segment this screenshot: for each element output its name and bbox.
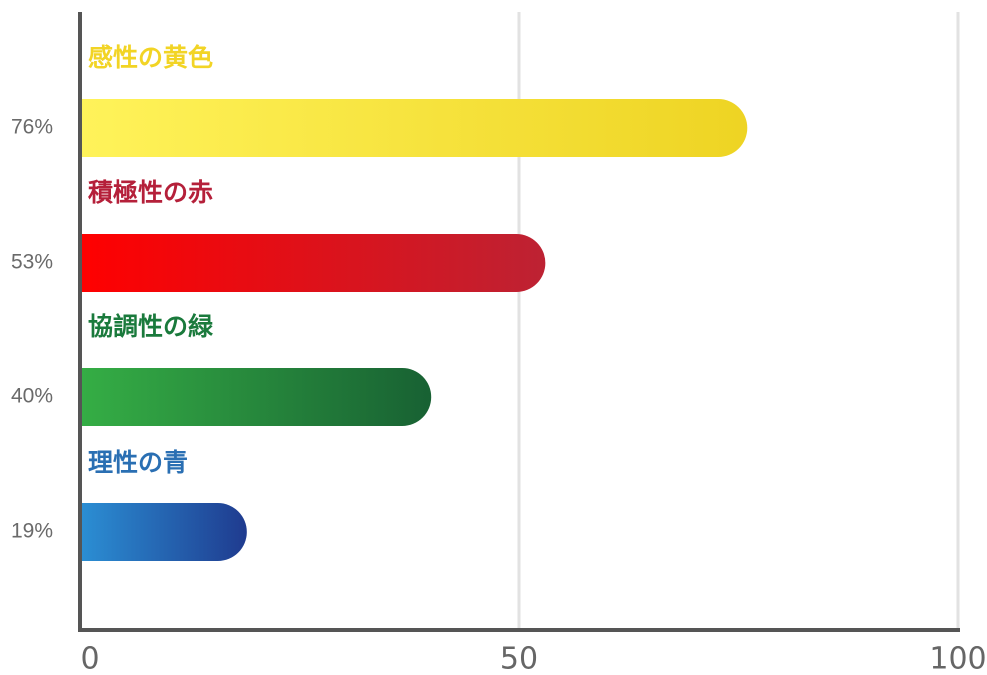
axes: 0 50 100 <box>78 12 987 675</box>
x-tick-label-0: 0 <box>80 642 99 675</box>
bar-1 <box>80 99 748 157</box>
x-tick-label-100: 100 <box>929 642 986 675</box>
bar-3 <box>80 368 432 426</box>
category-label-3: 協調性の緑 <box>88 312 214 341</box>
value-label-3: 40% <box>11 385 53 408</box>
value-label-2: 53% <box>11 251 53 274</box>
category-label-4: 理性の青 <box>88 448 188 477</box>
x-tick-label-50: 50 <box>500 642 538 675</box>
bar-4 <box>80 503 247 561</box>
category-label-1: 感性の黄色 <box>88 43 213 72</box>
value-label-1: 76% <box>11 116 53 139</box>
bars <box>80 99 748 561</box>
value-label-4: 19% <box>11 520 53 543</box>
labels: 感性の黄色 76% 積極性の赤 53% 協調性の緑 40% 理性の青 19% <box>11 43 214 543</box>
bar-2 <box>80 234 546 292</box>
category-label-2: 積極性の赤 <box>88 178 213 207</box>
